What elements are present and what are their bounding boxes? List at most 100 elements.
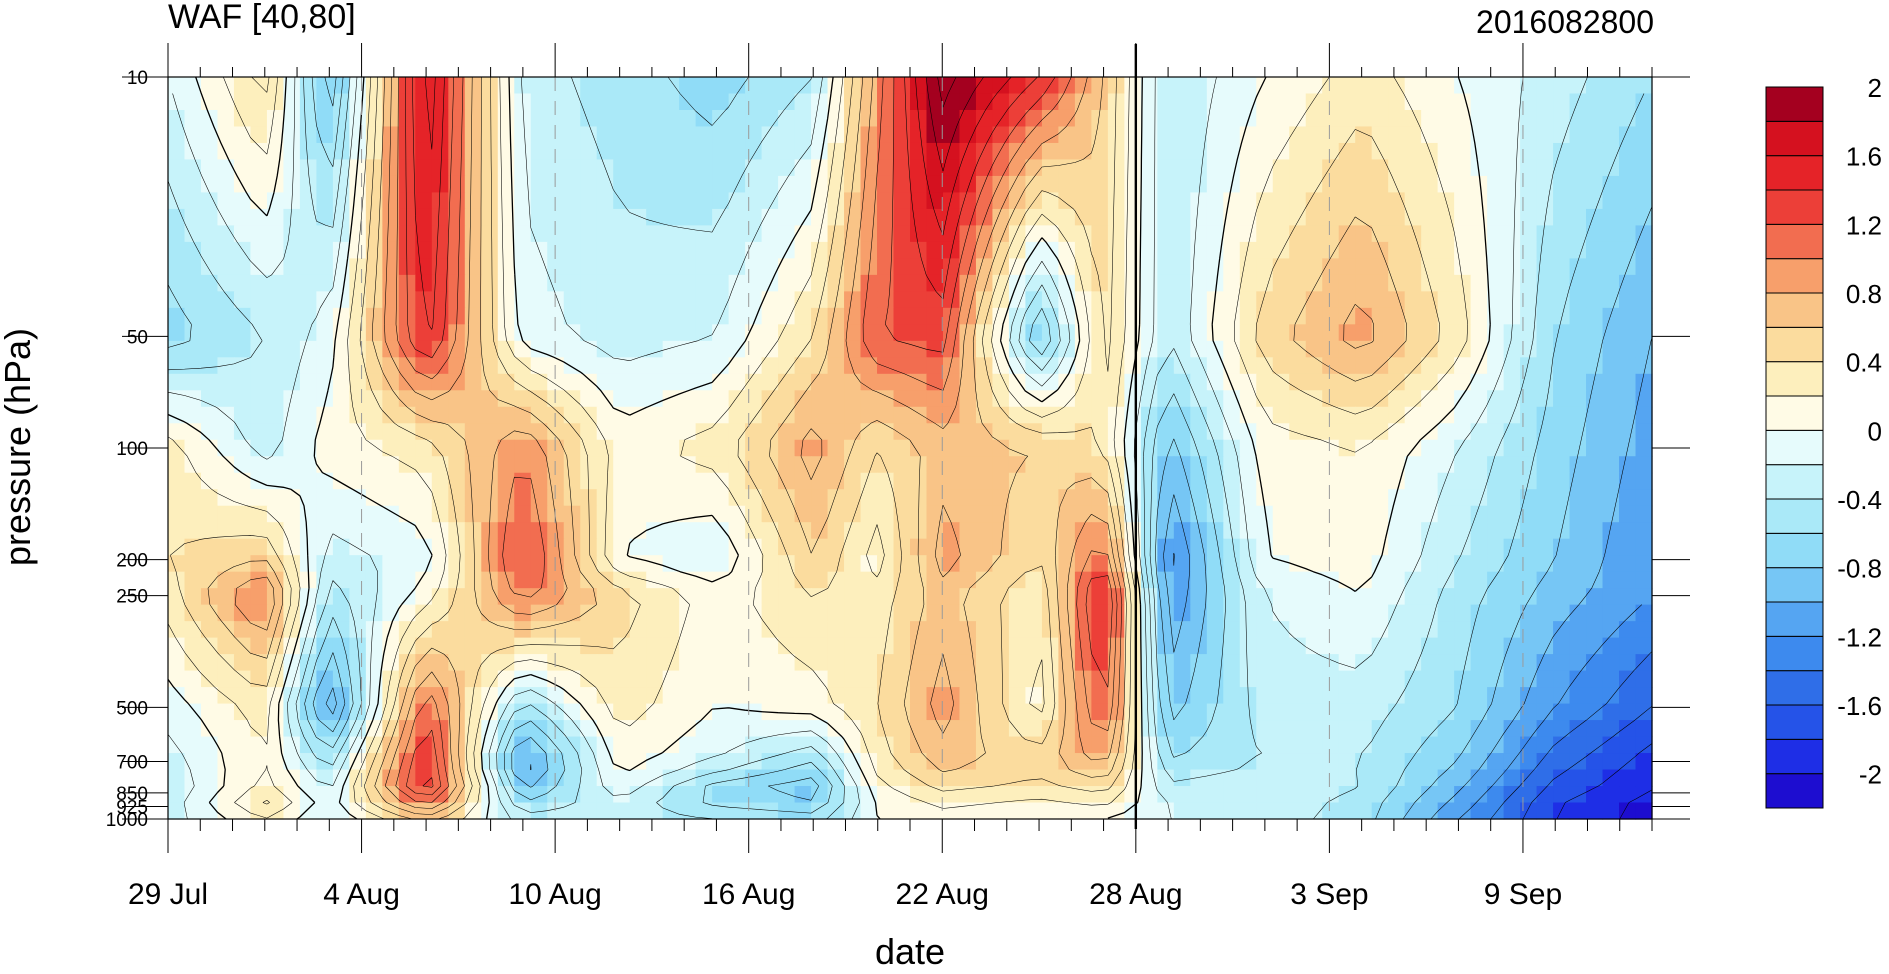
contour-cell: [200, 753, 219, 771]
contour-cell: [1355, 489, 1373, 507]
contour-cell: [266, 802, 285, 820]
contour-cell: [629, 522, 647, 540]
contour-cell: [1569, 571, 1587, 589]
contour-cell: [217, 786, 235, 804]
contour-cell: [547, 109, 565, 128]
contour-cell: [959, 109, 977, 128]
contour-cell: [1058, 687, 1076, 705]
contour-cell: [250, 241, 268, 259]
contour-cell: [1355, 208, 1373, 226]
contour-cell: [1454, 769, 1472, 787]
contour-cell: [382, 208, 400, 226]
contour-cell: [1206, 654, 1224, 672]
contour-cell: [942, 489, 961, 507]
contour-cell: [1569, 142, 1587, 161]
contour-cell: [431, 555, 449, 573]
contour-cell: [1140, 77, 1158, 95]
contour-cell: [382, 291, 400, 309]
contour-cell: [1437, 291, 1455, 309]
contour-cell: [942, 654, 961, 672]
contour-cell: [1635, 670, 1653, 688]
contour-cell: [877, 687, 895, 705]
contour-cell: [1503, 291, 1521, 309]
contour-cell: [1256, 703, 1274, 721]
contour-cell: [596, 703, 614, 721]
contour-cell: [761, 291, 779, 309]
contour-cell: [910, 142, 928, 161]
contour-cell: [1025, 637, 1043, 655]
contour-cell: [910, 753, 928, 771]
contour-cell: [398, 274, 416, 292]
contour-cell: [1206, 109, 1224, 128]
contour-cell: [1404, 604, 1422, 622]
contour-cell: [1503, 802, 1521, 820]
contour-cell: [580, 126, 598, 144]
contour-line: [405, 76, 1113, 796]
contour-cell: [942, 159, 961, 177]
contour-cell: [514, 142, 532, 161]
contour-cell: [794, 109, 812, 128]
contour-cell: [877, 555, 895, 573]
contour-cell: [1355, 736, 1373, 754]
contour-cell: [448, 126, 466, 144]
contour-cell: [679, 439, 697, 457]
contour-cell: [1437, 522, 1455, 540]
contour-cell: [1008, 786, 1027, 804]
contour-cell: [497, 522, 515, 540]
contour-cell: [1635, 769, 1653, 787]
contour-cell: [975, 340, 994, 358]
contour-cell: [1388, 274, 1406, 292]
contour-cell: [959, 588, 977, 606]
contour-cell: [431, 769, 449, 787]
contour-cell: [975, 456, 994, 474]
contour-cell: [1569, 258, 1587, 276]
contour-cell: [1124, 241, 1142, 259]
contour-cell: [1586, 720, 1604, 738]
contour-cell: [679, 736, 697, 754]
contour-cell: [217, 175, 235, 194]
contour-cell: [266, 588, 285, 606]
contour-cell: [547, 687, 565, 705]
contour-cell: [1091, 324, 1109, 342]
contour-cell: [1602, 604, 1620, 622]
contour-cell: [1437, 456, 1455, 474]
contour-cell: [332, 670, 350, 688]
contour-cell: [778, 357, 796, 375]
contour-cell: [1091, 736, 1109, 754]
contour-cell: [283, 687, 301, 705]
contour-cell: [629, 489, 647, 507]
contour-cell: [1041, 208, 1059, 226]
contour-cell: [1602, 373, 1620, 391]
contour-cell: [1190, 703, 1208, 721]
contour-cell: [811, 555, 829, 573]
contour-cell: [1239, 241, 1257, 259]
contour-cell: [580, 192, 598, 210]
contour-cell: [613, 571, 631, 589]
contour-cell: [1140, 720, 1158, 738]
contour-cell: [1404, 159, 1422, 177]
contour-cell: [1157, 109, 1175, 128]
contour-cell: [530, 142, 548, 161]
contour-cell: [365, 522, 383, 540]
contour-cell: [942, 225, 961, 243]
contour-cell: [1470, 687, 1488, 705]
contour-cell: [860, 439, 878, 457]
contour-cell: [1206, 736, 1224, 754]
contour-cell: [877, 373, 895, 391]
contour-cell: [662, 406, 680, 424]
contour-cell: [926, 192, 944, 210]
contour-cell: [1404, 522, 1422, 540]
contour-cell: [695, 258, 713, 276]
contour-cell: [365, 802, 383, 820]
contour-cell: [1025, 769, 1043, 787]
contour-cell: [1355, 753, 1373, 771]
contour-cell: [431, 208, 449, 226]
contour-cell: [613, 522, 631, 540]
contour-cell: [613, 505, 631, 523]
contour-cell: [1553, 505, 1571, 523]
contour-cell: [1124, 274, 1142, 292]
contour-cell: [1586, 77, 1604, 95]
contour-cell: [431, 654, 449, 672]
contour-cell: [349, 159, 367, 177]
contour-cell: [1388, 192, 1406, 210]
